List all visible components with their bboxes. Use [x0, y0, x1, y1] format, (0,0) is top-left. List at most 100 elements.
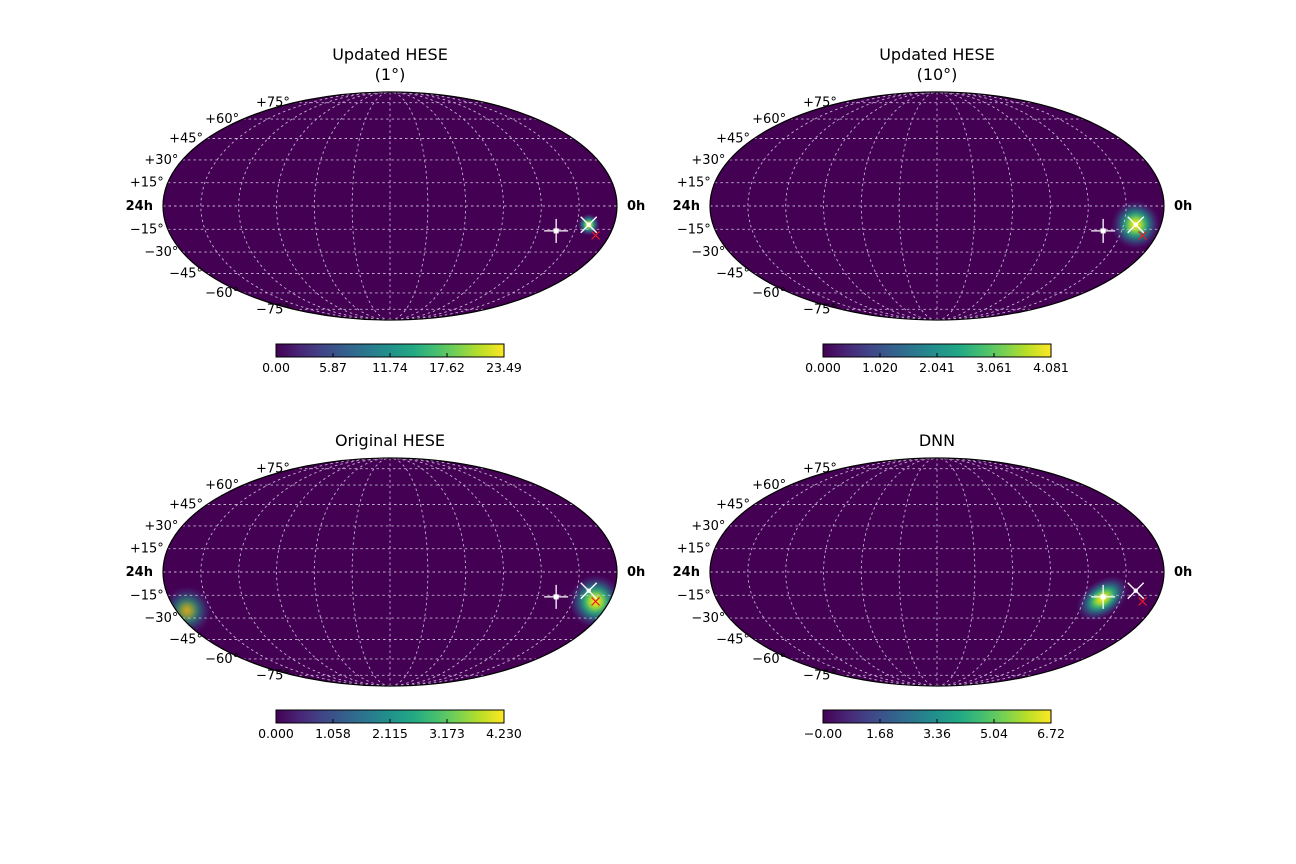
dec-label: +30°: [691, 519, 725, 534]
colorbar: 0.00 5.87 11.74 17.62 23.49: [262, 343, 522, 375]
skymap-panel: DNN +75° +60°+45° +30° +15° −15° −30° −45°−60° −…: [673, 431, 1193, 741]
dec-label: +15°: [130, 542, 164, 557]
dec-label: +30°: [144, 519, 178, 534]
dec-label: +45°: [169, 132, 203, 147]
panel-title: Updated HESE: [879, 45, 995, 64]
dec-label: −60°: [752, 286, 786, 301]
dec-label: −45°: [716, 632, 750, 647]
colorbar: −0.00 1.68 3.36 5.04 6.72: [804, 709, 1065, 741]
ra-label-left: 24h: [126, 565, 153, 580]
colorbar-tick-label: 17.62: [429, 360, 465, 375]
dec-label: −60°: [205, 652, 239, 667]
colorbar-tick-label: 5.04: [980, 726, 1008, 741]
colorbar-tick-label: 3.173: [429, 726, 465, 741]
colorbar-tick-label: 1.020: [862, 360, 898, 375]
skymap-panel: Original HESE +75° +60°+45° +30° +15° −15° −30…: [126, 431, 646, 741]
colorbar-tick-label: 23.49: [486, 360, 522, 375]
sky-outline: [162, 91, 618, 321]
ra-label-right: 0h: [1174, 199, 1192, 214]
sky-outline: [709, 457, 1165, 687]
ra-label-right: 0h: [627, 565, 645, 580]
sky-outline: [162, 457, 618, 687]
dec-label: −30°: [144, 611, 178, 626]
marker-red-x: [591, 231, 600, 240]
ra-label-right: 0h: [1174, 565, 1192, 580]
marker-white-x: [1127, 216, 1145, 234]
graticule: [163, 92, 617, 320]
colorbar-tick-label: 2.115: [372, 726, 408, 741]
sky-outline: [709, 91, 1165, 321]
dec-label: −75°: [803, 302, 837, 317]
dec-label: +60°: [205, 478, 239, 493]
graticule: [710, 458, 1164, 686]
marker-white-cross: [544, 218, 569, 243]
dec-label: −75°: [256, 668, 290, 683]
colorbar-tick-label: −0.00: [804, 726, 842, 741]
ra-label-left: 24h: [126, 199, 153, 214]
dec-label: +30°: [144, 153, 178, 168]
panel-title: Updated HESE: [332, 45, 448, 64]
dec-label: +45°: [716, 498, 750, 513]
dec-label: +60°: [752, 478, 786, 493]
graticule: [710, 92, 1164, 320]
dec-label: −15°: [677, 588, 711, 603]
colorbar: 0.000 1.020 2.041 3.061 4.081: [805, 343, 1069, 375]
colorbar-tick-label: 3.36: [923, 726, 951, 741]
colorbar: 0.000 1.058 2.115 3.173 4.230: [258, 709, 522, 741]
marker-white-cross: [544, 584, 569, 609]
dec-label: +15°: [677, 542, 711, 557]
dec-label: −15°: [677, 222, 711, 237]
dec-label: −30°: [691, 611, 725, 626]
dec-label: −75°: [256, 302, 290, 317]
dec-label: +75°: [803, 96, 837, 111]
dec-label: −15°: [130, 222, 164, 237]
dec-label: +45°: [716, 132, 750, 147]
ra-label-right: 0h: [627, 199, 645, 214]
colorbar-tick-label: 0.00: [262, 360, 290, 375]
colorbar-tick-label: 6.72: [1037, 726, 1065, 741]
marker-white-cross: [1091, 584, 1116, 609]
graticule: [163, 458, 617, 686]
dec-label: −45°: [169, 266, 203, 281]
dec-label: −60°: [752, 652, 786, 667]
panel-title: DNN: [919, 431, 955, 450]
colorbar-tick-label: 0.000: [258, 726, 294, 741]
marker-white-x: [580, 582, 598, 600]
marker-red-x: [1138, 597, 1147, 606]
dec-label: −60°: [205, 286, 239, 301]
dec-label: +45°: [169, 498, 203, 513]
colorbar-tick-label: 0.000: [805, 360, 841, 375]
panel-title: Original HESE: [335, 431, 445, 450]
dec-label: −15°: [130, 588, 164, 603]
dec-label: −45°: [169, 632, 203, 647]
ra-label-left: 24h: [673, 199, 700, 214]
panel-subtitle: (10°): [917, 65, 958, 84]
colorbar-tick-label: 11.74: [372, 360, 408, 375]
panel-subtitle: (1°): [375, 65, 406, 84]
dec-label: +15°: [130, 176, 164, 191]
skymap-panel: Updated HESE(10°) +75° +60°+45° +30° +15° −15…: [673, 45, 1193, 375]
dec-label: −30°: [144, 245, 178, 260]
colorbar-tick-label: 2.041: [919, 360, 955, 375]
dec-label: −45°: [716, 266, 750, 281]
colorbar-tick-label: 1.68: [866, 726, 894, 741]
dec-label: +75°: [256, 462, 290, 477]
dec-label: +60°: [205, 112, 239, 127]
colorbar-tick-label: 5.87: [319, 360, 347, 375]
dec-label: +75°: [803, 462, 837, 477]
marker-red-x: [1138, 231, 1147, 240]
colorbar-tick-label: 4.230: [486, 726, 522, 741]
dec-label: +15°: [677, 176, 711, 191]
dec-label: +30°: [691, 153, 725, 168]
marker-white-x: [1127, 582, 1145, 600]
ra-label-left: 24h: [673, 565, 700, 580]
dec-label: +75°: [256, 96, 290, 111]
dec-label: +60°: [752, 112, 786, 127]
dec-label: −30°: [691, 245, 725, 260]
colorbar-tick-label: 3.061: [976, 360, 1012, 375]
skymap-panel: Updated HESE(1°) +75° +60°+45° +30° +15° −15°…: [126, 45, 646, 375]
marker-red-x: [591, 597, 600, 606]
colorbar-tick-label: 1.058: [315, 726, 351, 741]
marker-white-cross: [1091, 218, 1116, 243]
